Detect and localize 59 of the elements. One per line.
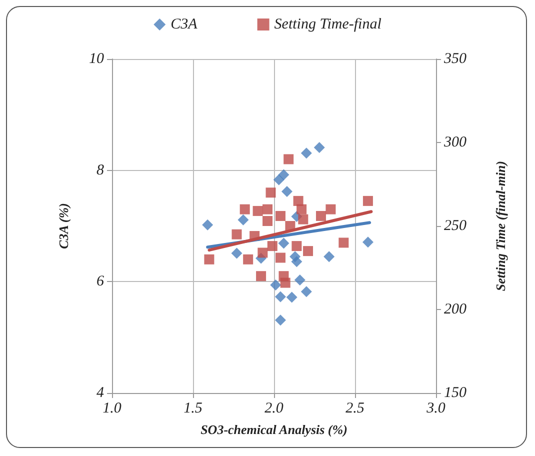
y2-tick-label: 350 <box>443 51 467 67</box>
y2-tick-label: 250 <box>444 218 467 234</box>
point <box>278 169 290 180</box>
y2-tick-label: 200 <box>444 302 467 318</box>
x-tick-label: 1.0 <box>102 400 122 416</box>
y-tick-label: 8 <box>96 162 104 178</box>
point <box>292 241 302 252</box>
point <box>274 291 286 302</box>
point <box>314 142 325 154</box>
point <box>362 196 373 206</box>
point <box>267 241 278 252</box>
point <box>278 238 290 249</box>
x-tick-label: 1.5 <box>184 400 203 416</box>
point <box>300 148 312 159</box>
y2-tick-label: 150 <box>444 385 467 401</box>
point <box>275 210 286 221</box>
point <box>286 292 298 303</box>
point <box>258 248 268 258</box>
y-tick-label: 6 <box>96 274 104 290</box>
point <box>243 254 254 264</box>
y2-tick-label: 300 <box>443 134 467 150</box>
point <box>202 219 214 230</box>
legend-label: C3A <box>170 16 198 32</box>
point <box>303 246 314 256</box>
point <box>326 204 336 214</box>
x-axis-title: SO3-chemical Analysis (%) <box>200 422 348 437</box>
point <box>300 286 312 298</box>
point <box>281 186 292 197</box>
point <box>270 280 282 291</box>
legend-label: Setting Time-final <box>274 16 382 32</box>
point <box>294 274 306 286</box>
y-tick-label: 10 <box>89 51 104 67</box>
y-tick-label: 4 <box>96 385 104 401</box>
point <box>338 238 349 248</box>
x-tick-label: 2.5 <box>346 400 365 416</box>
point <box>262 216 273 226</box>
point <box>362 236 374 248</box>
point <box>232 229 242 240</box>
point <box>280 278 290 288</box>
point <box>316 210 326 221</box>
point <box>262 204 273 214</box>
point <box>296 204 307 214</box>
point <box>274 314 286 326</box>
y2-axis-title: Setting Time (final-min) <box>493 160 508 292</box>
point <box>231 248 242 259</box>
point <box>238 214 249 226</box>
point <box>252 206 263 216</box>
x-tick-label: 3.0 <box>426 400 446 416</box>
point <box>240 204 250 214</box>
point <box>284 154 294 164</box>
point <box>275 252 286 263</box>
x-tick-label: 2.0 <box>264 400 284 416</box>
point <box>256 271 266 282</box>
point <box>324 251 335 262</box>
y-axis-title: C3A (%) <box>56 203 71 249</box>
point <box>204 254 214 264</box>
point <box>298 214 308 224</box>
point <box>266 188 276 198</box>
point <box>290 251 301 262</box>
